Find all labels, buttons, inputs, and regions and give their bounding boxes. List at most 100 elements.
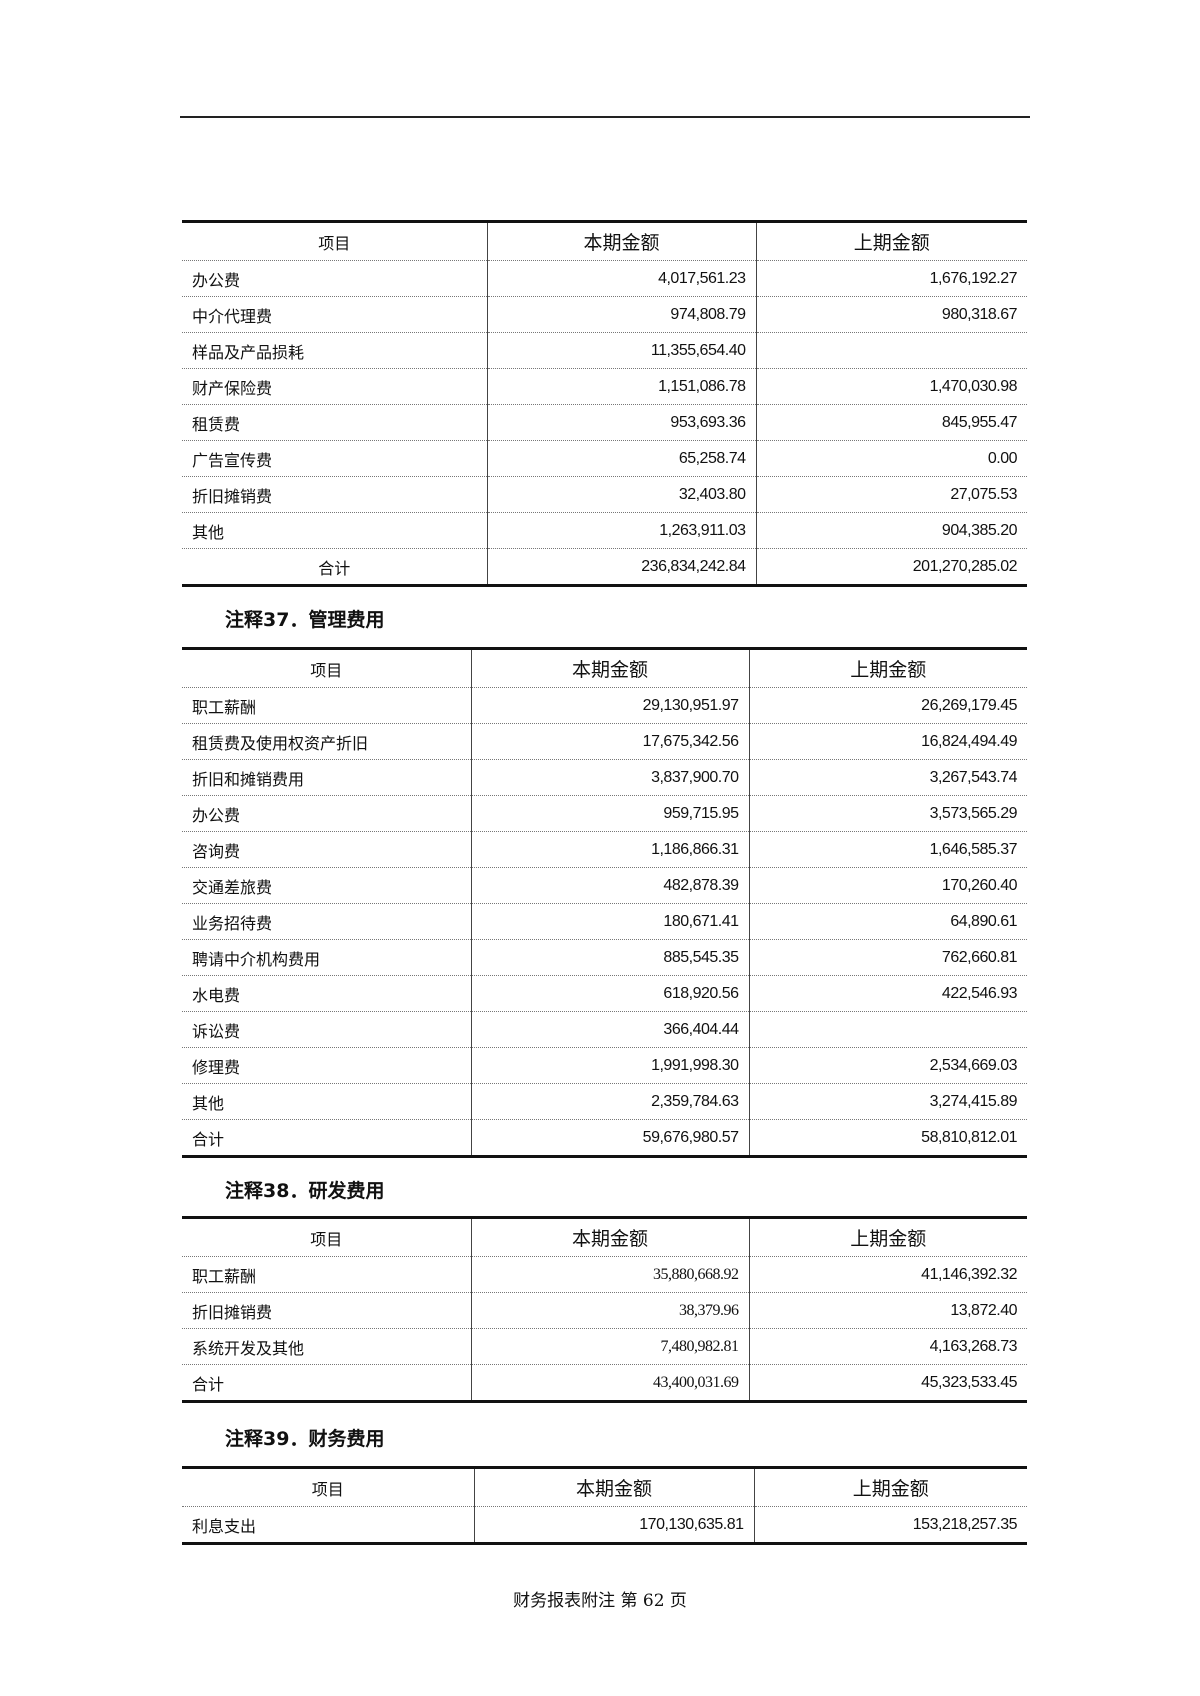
cell-current: 170,130,635.81 — [473, 1506, 754, 1544]
column-header-current: 本期金额 — [473, 1467, 754, 1507]
cell-current: 65,258.74 — [486, 440, 756, 477]
cell-prior: 4,163,268.73 — [748, 1328, 1027, 1365]
table-row: 租赁费 953,693.36 845,955.47 — [182, 404, 1027, 441]
cell-current: 4,017,561.23 — [486, 260, 756, 297]
cell-prior: 41,146,392.32 — [748, 1256, 1027, 1293]
total-row: 合计 59,676,980.57 58,810,812.01 — [182, 1119, 1027, 1157]
total-row: 合计 43,400,031.69 45,323,533.45 — [182, 1364, 1027, 1402]
cell-prior: 16,824,494.49 — [748, 723, 1027, 760]
cell-current: 1,186,866.31 — [470, 831, 749, 868]
cell-item: 折旧摊销费 — [182, 476, 487, 513]
cell-prior: 2,534,669.03 — [748, 1047, 1027, 1084]
cell-current: 953,693.36 — [486, 404, 756, 441]
cell-current: 618,920.56 — [470, 975, 749, 1012]
header-rule — [180, 116, 1030, 118]
table-row: 职工薪酬 35,880,668.92 41,146,392.32 — [182, 1256, 1027, 1293]
cell-item: 系统开发及其他 — [182, 1328, 471, 1365]
cell-prior: 0.00 — [755, 440, 1027, 477]
column-header-current: 本期金额 — [486, 221, 756, 261]
note37-title: 注释37．管理费用 — [225, 609, 385, 631]
cell-prior: 3,267,543.74 — [748, 759, 1027, 796]
cell-current: 1,151,086.78 — [486, 368, 756, 405]
cell-prior: 1,676,192.27 — [755, 260, 1027, 297]
cell-prior — [748, 1011, 1027, 1048]
cell-item: 职工薪酬 — [182, 687, 471, 724]
column-header-prior: 上期金额 — [748, 1217, 1027, 1257]
cell-item: 诉讼费 — [182, 1011, 471, 1048]
cell-current: 17,675,342.56 — [470, 723, 749, 760]
cell-current: 32,403.80 — [486, 476, 756, 513]
cell-prior: 3,274,415.89 — [748, 1083, 1027, 1120]
cell-current: 11,355,654.40 — [486, 332, 756, 369]
cell-current: 2,359,784.63 — [470, 1083, 749, 1120]
cell-current: 974,808.79 — [486, 296, 756, 333]
table-selling-expenses-continued: 项目 本期金额 上期金额 办公费 4,017,561.23 1,676,192.27 中介代… — [182, 220, 1027, 587]
cell-current: 1,991,998.30 — [470, 1047, 749, 1084]
table-row: 业务招待费 180,671.41 64,890.61 — [182, 903, 1027, 940]
table-header-row: 项目 本期金额 上期金额 — [182, 1217, 1027, 1257]
cell-prior: 13,872.40 — [748, 1292, 1027, 1329]
cell-current: 885,545.35 — [470, 939, 749, 976]
table-row: 办公费 4,017,561.23 1,676,192.27 — [182, 260, 1027, 297]
cell-item: 交通差旅费 — [182, 867, 471, 904]
table-row: 利息支出 170,130,635.81 153,218,257.35 — [182, 1506, 1027, 1544]
table-row: 聘请中介机构费用 885,545.35 762,660.81 — [182, 939, 1027, 976]
cell-item: 租赁费 — [182, 404, 487, 441]
cell-current: 35,880,668.92 — [470, 1256, 749, 1293]
table-row: 广告宣传费 65,258.74 0.00 — [182, 440, 1027, 477]
note39-title: 注释39．财务费用 — [225, 1428, 385, 1450]
cell-item: 合计 — [192, 1129, 225, 1149]
table-row: 咨询费 1,186,866.31 1,646,585.37 — [182, 831, 1027, 868]
cell-prior: 170,260.40 — [748, 867, 1027, 904]
table-row: 交通差旅费 482,878.39 170,260.40 — [182, 867, 1027, 904]
cell-prior: 58,810,812.01 — [748, 1119, 1027, 1157]
cell-prior: 422,546.93 — [748, 975, 1027, 1012]
cell-item: 利息支出 — [192, 1516, 257, 1536]
cell-prior: 980,318.67 — [755, 296, 1027, 333]
table-rd-expenses: 项目 本期金额 上期金额 职工薪酬 35,880,668.92 41,146,392.32… — [182, 1216, 1027, 1403]
table-row: 折旧和摊销费用 3,837,900.70 3,267,543.74 — [182, 759, 1027, 796]
cell-current: 3,837,900.70 — [470, 759, 749, 796]
table-row: 租赁费及使用权资产折旧 17,675,342.56 16,824,494.49 — [182, 723, 1027, 760]
cell-current: 959,715.95 — [470, 795, 749, 832]
cell-prior: 64,890.61 — [748, 903, 1027, 940]
table-row: 修理费 1,991,998.30 2,534,669.03 — [182, 1047, 1027, 1084]
cell-item: 折旧摊销费 — [182, 1292, 471, 1329]
column-header-item: 项目 — [182, 1217, 471, 1257]
cell-current: 482,878.39 — [470, 867, 749, 904]
cell-item: 财产保险费 — [182, 368, 487, 405]
table-row: 系统开发及其他 7,480,982.81 4,163,268.73 — [182, 1328, 1027, 1365]
cell-item: 其他 — [182, 512, 487, 549]
cell-item: 折旧和摊销费用 — [182, 759, 471, 796]
cell-prior: 904,385.20 — [755, 512, 1027, 549]
cell-current: 43,400,031.69 — [470, 1364, 749, 1402]
cell-prior: 3,573,565.29 — [748, 795, 1027, 832]
cell-item: 合计 — [192, 1374, 225, 1394]
table-row: 其他 1,263,911.03 904,385.20 — [182, 512, 1027, 549]
cell-item: 办公费 — [182, 795, 471, 832]
cell-item: 其他 — [182, 1083, 471, 1120]
cell-prior — [755, 332, 1027, 369]
column-header-current: 本期金额 — [470, 1217, 749, 1257]
table-row: 样品及产品损耗 11,355,654.40 — [182, 332, 1027, 369]
table-row: 折旧摊销费 38,379.96 13,872.40 — [182, 1292, 1027, 1329]
table-header-row: 项目 本期金额 上期金额 — [182, 221, 1027, 261]
column-header-prior: 上期金额 — [755, 221, 1027, 261]
table-row: 诉讼费 366,404.44 — [182, 1011, 1027, 1048]
cell-prior: 27,075.53 — [755, 476, 1027, 513]
page-footer: 财务报表附注 第 62 页 — [513, 1591, 687, 1611]
cell-current: 29,130,951.97 — [470, 687, 749, 724]
cell-item: 水电费 — [182, 975, 471, 1012]
cell-current: 180,671.41 — [470, 903, 749, 940]
cell-item: 样品及产品损耗 — [182, 332, 487, 369]
cell-current: 7,480,982.81 — [470, 1328, 749, 1365]
cell-item: 职工薪酬 — [182, 1256, 471, 1293]
cell-prior: 153,218,257.35 — [753, 1506, 1027, 1544]
column-header-prior: 上期金额 — [748, 648, 1027, 688]
cell-prior: 201,270,285.02 — [755, 548, 1027, 586]
table-row: 折旧摊销费 32,403.80 27,075.53 — [182, 476, 1027, 513]
column-header-item: 项目 — [182, 1467, 474, 1507]
table-row: 办公费 959,715.95 3,573,565.29 — [182, 795, 1027, 832]
column-header-prior: 上期金额 — [753, 1467, 1027, 1507]
cell-item: 租赁费及使用权资产折旧 — [182, 723, 471, 760]
